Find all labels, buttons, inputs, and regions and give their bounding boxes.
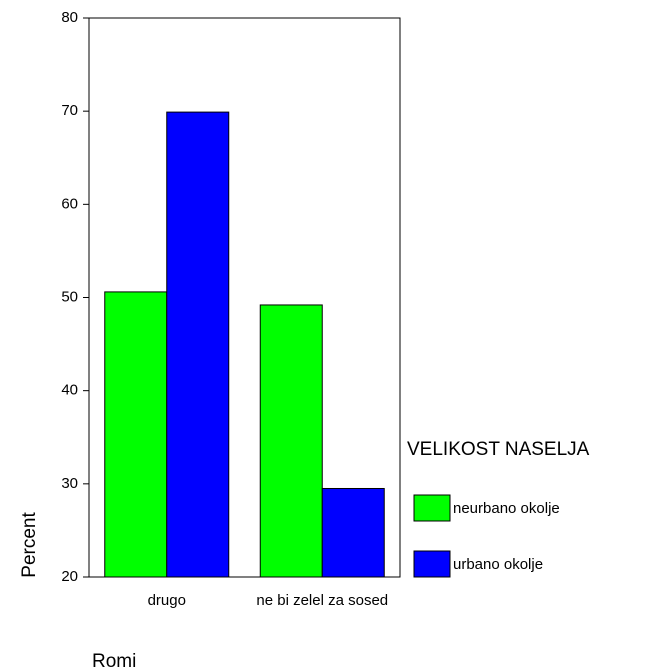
y-tick-label: 30 [61,475,78,492]
y-tick-label: 40 [61,382,78,399]
legend-label: neurbano okolje [453,500,560,517]
bar [259,304,323,578]
y-tick-label: 80 [61,9,78,26]
bar [166,111,230,578]
y-tick-label: 20 [61,568,78,585]
legend-swatch [413,494,451,522]
x-axis-title: Romi [92,651,136,670]
bar [321,487,385,578]
legend-label: urbano okolje [453,556,543,573]
y-axis-title: Percent [19,512,40,578]
x-tick-label: drugo [148,592,186,609]
bar [104,291,168,578]
y-tick-label: 70 [61,102,78,119]
legend-title: VELIKOST NASELJA [407,439,590,460]
x-tick-label: ne bi zelel za sosed [256,592,388,609]
legend-swatch [413,550,451,578]
y-tick-label: 50 [61,288,78,305]
y-tick-label: 60 [61,195,78,212]
